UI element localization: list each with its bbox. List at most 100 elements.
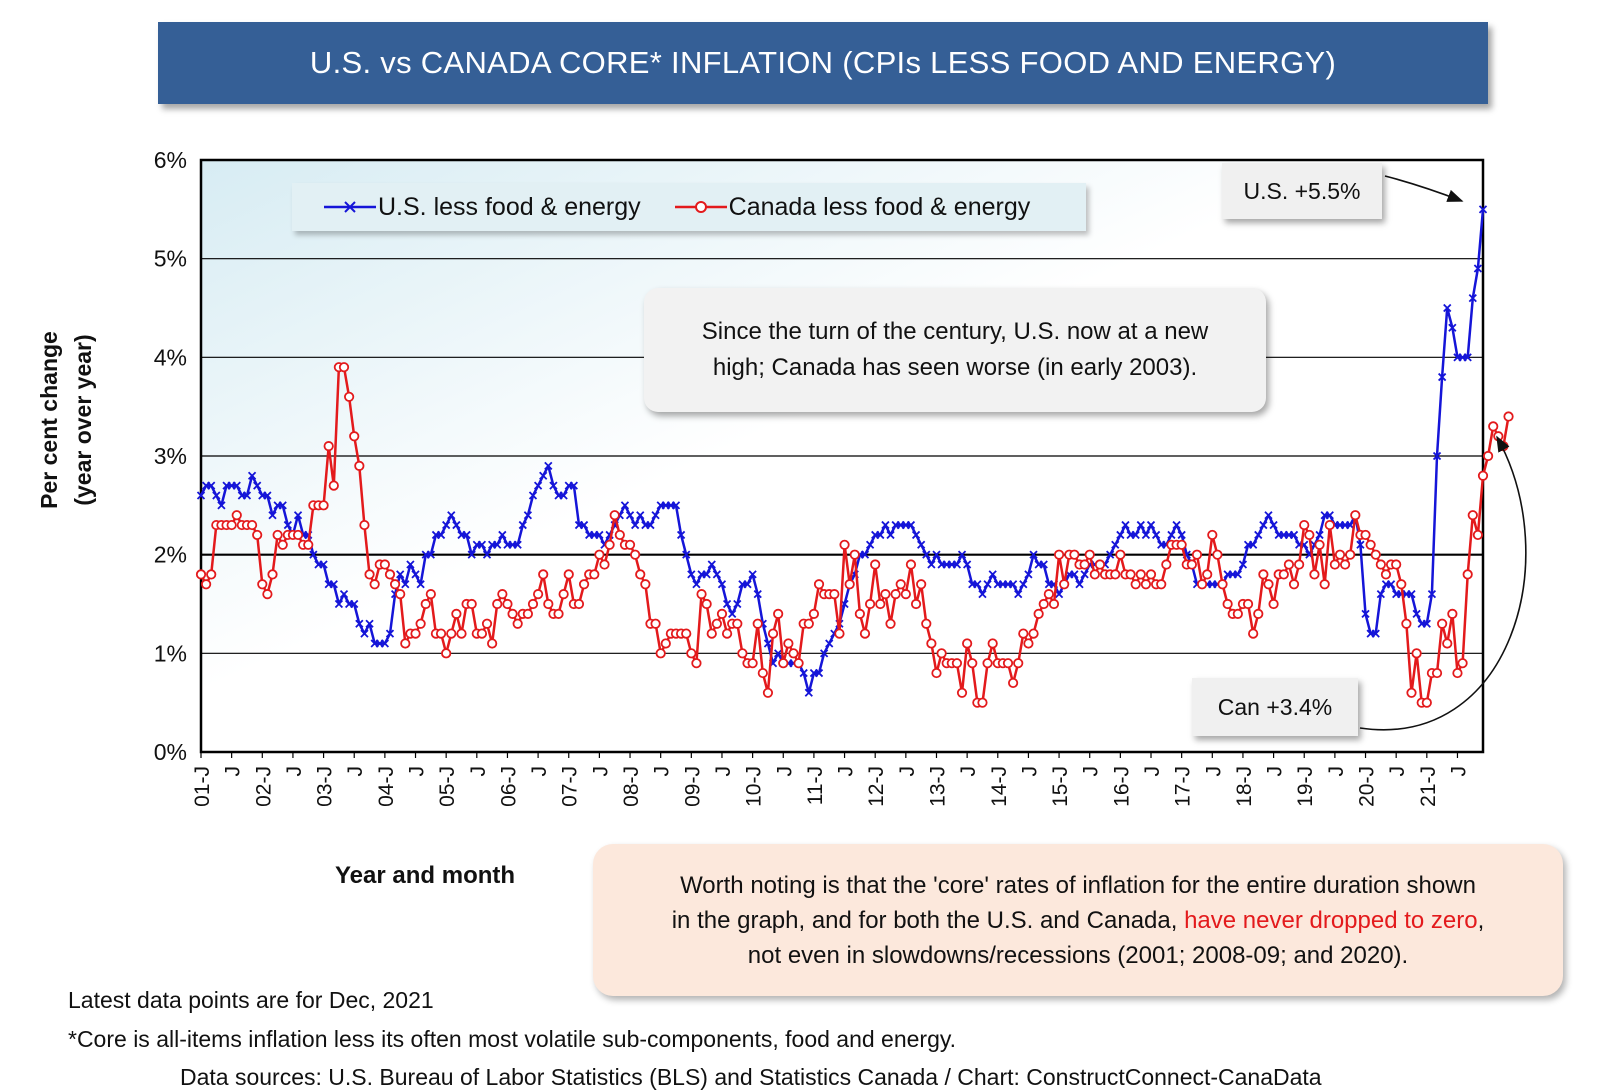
us-point (1070, 570, 1079, 579)
canada-point (686, 648, 697, 659)
us-point (1141, 530, 1151, 540)
canada-callout-arrow (1359, 435, 1527, 731)
us-point (339, 589, 349, 599)
canada-point (977, 697, 988, 708)
x-tick-label: 21-J (1417, 766, 1440, 807)
us-point (702, 570, 711, 579)
us-point (1136, 520, 1145, 530)
canada-point (1294, 559, 1305, 570)
canada-point (1396, 579, 1407, 590)
us-point (212, 491, 221, 500)
legend-us-swatch (324, 201, 376, 213)
worth-line-2c: , (1477, 906, 1485, 934)
canada-point (354, 460, 365, 471)
x-tick-label: 02-J (252, 766, 275, 807)
canada-point (1299, 519, 1310, 531)
us-point (1080, 570, 1089, 579)
us-point (513, 540, 522, 549)
us-point (1422, 619, 1431, 628)
canada-point (813, 579, 825, 590)
y-tick-label: 2% (154, 542, 187, 568)
us-point (932, 550, 941, 559)
canada-point (1503, 411, 1514, 422)
canada-point (481, 618, 493, 629)
canada-point (788, 648, 799, 659)
canada-point (1263, 579, 1274, 590)
canada-point (420, 598, 431, 610)
us-point (278, 501, 287, 510)
canada-point (803, 618, 814, 629)
us-point (1151, 530, 1161, 540)
canada-point (829, 589, 840, 600)
chart-title: U.S. vs CANADA CORE* INFLATION (CPIs LES… (158, 22, 1488, 104)
x-tick-label: J (467, 766, 490, 777)
x-tick-label: 06-J (497, 766, 520, 807)
canada-point (864, 598, 876, 610)
us-point (1289, 530, 1299, 540)
us-point (411, 570, 420, 579)
us-point (1376, 589, 1385, 599)
x-tick-label: J (1325, 766, 1348, 777)
us-point (263, 491, 272, 500)
worth-noting-box: Worth noting is that the 'core' rates of… (593, 844, 1563, 996)
us-point (636, 511, 645, 520)
canada-point (1283, 559, 1295, 570)
x-tick-label: J (1018, 766, 1041, 777)
us-point (1269, 520, 1278, 530)
x-tick-label: J (406, 766, 429, 777)
footer-latest: Latest data points are for Dec, 2021 (68, 987, 434, 1013)
x-tick-label: 19-J (1294, 766, 1317, 807)
us-point (1325, 511, 1334, 520)
canada-point (1477, 470, 1489, 481)
us-point (1448, 323, 1457, 332)
canada-point (456, 628, 467, 639)
canada-point (578, 579, 590, 590)
canada-point (967, 658, 978, 669)
legend-item-canada: Canada less food & energy (673, 193, 1030, 222)
canada-point (364, 569, 375, 580)
canada-point (650, 618, 661, 629)
x-tick-label: J (896, 766, 919, 777)
us-point (1432, 451, 1442, 461)
x-tick-label: 05-J (436, 766, 459, 807)
canada-point (1483, 450, 1494, 462)
canada-point (910, 598, 922, 610)
canada-point (890, 589, 901, 600)
canada-point (303, 539, 314, 550)
us-point (876, 530, 885, 540)
y-tick-label: 4% (154, 344, 187, 370)
canada-point (532, 589, 544, 600)
us-point (1029, 550, 1038, 559)
canada-point (660, 638, 671, 649)
us-point (329, 580, 338, 589)
y-tick-label: 5% (154, 246, 187, 272)
worth-highlight: have never dropped to zero (1184, 906, 1478, 934)
canada-point (1406, 687, 1417, 698)
us-point (595, 530, 604, 540)
canada-point (732, 618, 743, 629)
us-point (283, 520, 292, 530)
canada-point (1191, 549, 1203, 560)
canada-point (880, 589, 891, 600)
canada-point (1319, 579, 1330, 590)
x-tick-label: 12-J (865, 766, 888, 807)
canada-point (859, 628, 871, 639)
us-point (625, 511, 635, 520)
canada-point (1033, 608, 1044, 619)
canada-point (1329, 559, 1340, 570)
canada-point (1207, 529, 1218, 541)
y-axis-label-line-2: (year over year) (70, 334, 96, 506)
us-point (1412, 609, 1421, 619)
canada-point (875, 598, 886, 610)
y-tick-label: 0% (154, 739, 187, 765)
canada-point (594, 549, 605, 560)
canada-point (1242, 598, 1254, 610)
canada-point (507, 608, 518, 619)
us-point (436, 530, 446, 540)
worth-line-3: not even in slowdowns/recessions (2001; … (747, 941, 1409, 969)
x-tick-label: 07-J (559, 766, 582, 807)
us-point (676, 530, 686, 540)
canada-point (589, 569, 600, 580)
x-tick-label: 04-J (375, 766, 398, 807)
